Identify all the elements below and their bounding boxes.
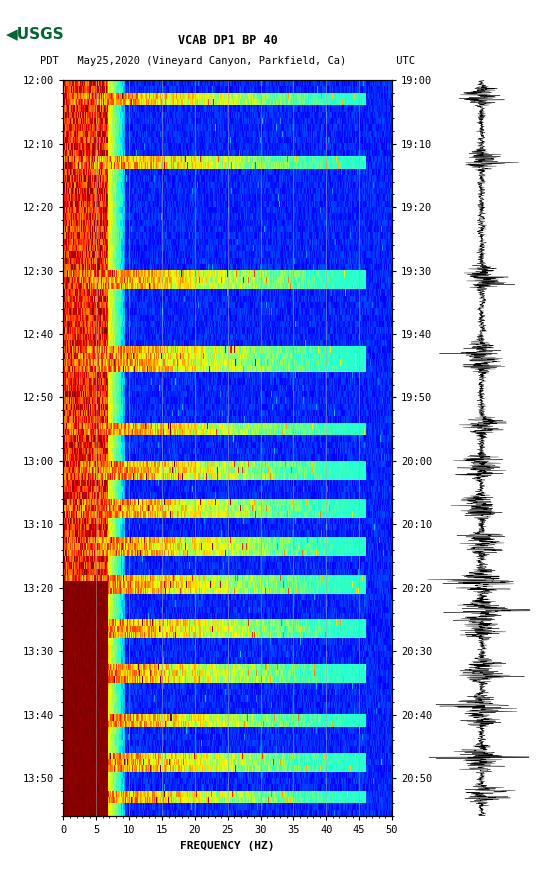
Text: ◀USGS: ◀USGS [6, 26, 64, 41]
Text: PDT   May25,2020 (Vineyard Canyon, Parkfield, Ca)        UTC: PDT May25,2020 (Vineyard Canyon, Parkfie… [40, 55, 415, 66]
X-axis label: FREQUENCY (HZ): FREQUENCY (HZ) [181, 841, 275, 851]
Text: VCAB DP1 BP 40: VCAB DP1 BP 40 [178, 34, 278, 46]
